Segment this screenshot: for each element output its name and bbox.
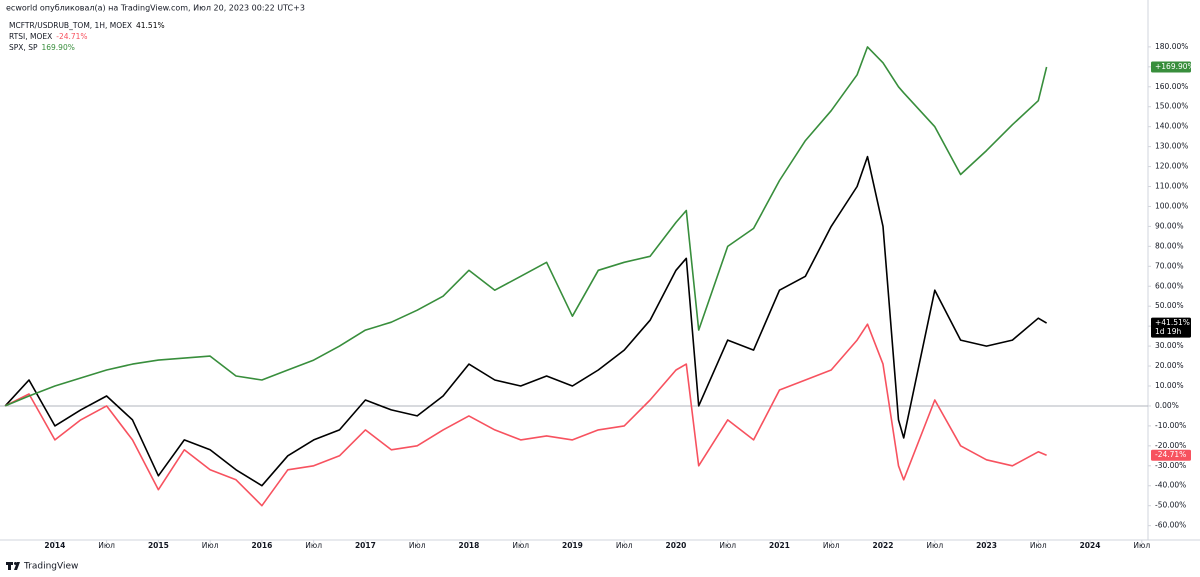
x-tick-label: 2018	[458, 541, 479, 550]
x-tick-label: Июл	[409, 541, 426, 550]
y-tick-label: 140.00%	[1155, 122, 1188, 131]
x-tick-label: Июл	[98, 541, 115, 550]
x-tick-label: 2015	[148, 541, 169, 550]
x-tick-label: 2017	[355, 541, 376, 550]
legend-value: 41.51%	[136, 21, 165, 30]
legend-value: -24.71%	[56, 32, 87, 41]
header: ecworld опубликовал(а) на TradingView.co…	[6, 4, 305, 13]
y-tick-label: 110.00%	[1155, 182, 1188, 191]
y-tick-label: 0.00%	[1155, 401, 1179, 410]
x-tick-label: Июл	[616, 541, 633, 550]
x-tick-label: 2021	[769, 541, 790, 550]
x-tick-label: 2024	[1080, 541, 1101, 550]
x-tick-label: 2020	[666, 541, 687, 550]
x-tick-label: 2014	[44, 541, 65, 550]
y-tick-label: -10.00%	[1155, 421, 1186, 430]
y-tick-label: 50.00%	[1155, 301, 1184, 310]
last-value-box	[1151, 317, 1191, 338]
y-tick-label: -60.00%	[1155, 521, 1186, 530]
y-tick-label: 90.00%	[1155, 221, 1184, 230]
legend-value: 169.90%	[41, 43, 74, 52]
y-tick-label: 60.00%	[1155, 281, 1184, 290]
y-tick-label: -40.00%	[1155, 481, 1186, 490]
last-value-label: +169.90%	[1155, 62, 1195, 71]
y-tick-label: 70.00%	[1155, 261, 1184, 270]
series-line	[4, 46, 1048, 407]
x-tick-label: 2022	[873, 541, 894, 550]
y-tick-label: 20.00%	[1155, 361, 1184, 370]
x-tick-label: Июл	[512, 541, 529, 550]
y-tick-label: 100.00%	[1155, 201, 1188, 210]
y-tick-label: -50.00%	[1155, 501, 1186, 510]
last-value-label: +41.51%	[1155, 318, 1190, 327]
x-tick-label: 2016	[251, 541, 272, 550]
y-tick-label: 160.00%	[1155, 82, 1188, 91]
x-tick-label: Июл	[1030, 541, 1047, 550]
last-value-box	[1151, 449, 1191, 461]
footer: TradingView	[23, 562, 78, 572]
y-tick-label: 10.00%	[1155, 381, 1184, 390]
x-tick-label: Июл	[305, 541, 322, 550]
x-tick-label: Июл	[926, 541, 943, 550]
x-tick-label: Июл	[1133, 541, 1150, 550]
x-tick-label: 2023	[976, 541, 997, 550]
legend-name: SPX, SP	[9, 43, 38, 52]
legend-name: RTSI, MOEX	[9, 32, 52, 41]
countdown: 1d 19h	[1155, 327, 1181, 336]
y-tick-label: 80.00%	[1155, 241, 1184, 250]
y-tick-label: 120.00%	[1155, 162, 1188, 171]
series-line	[4, 323, 1047, 507]
last-value-box	[1151, 61, 1191, 73]
y-tick-label: 180.00%	[1155, 42, 1188, 51]
x-tick-label: Июл	[202, 541, 219, 550]
x-tick-label: 2019	[562, 541, 583, 550]
y-tick-label: 150.00%	[1155, 102, 1188, 111]
logo	[6, 562, 20, 570]
series-line	[4, 155, 1048, 487]
y-tick-label: 130.00%	[1155, 142, 1188, 151]
y-tick-label: -30.00%	[1155, 461, 1186, 470]
x-tick-label: Июл	[823, 541, 840, 550]
y-tick-label: 30.00%	[1155, 341, 1184, 350]
x-tick-label: Июл	[719, 541, 736, 550]
legend-name: MCFTR/USDRUB_TOM, 1H, MOEX	[9, 21, 132, 30]
last-value-label: -24.71%	[1155, 450, 1186, 459]
y-tick-label: -20.00%	[1155, 441, 1186, 450]
